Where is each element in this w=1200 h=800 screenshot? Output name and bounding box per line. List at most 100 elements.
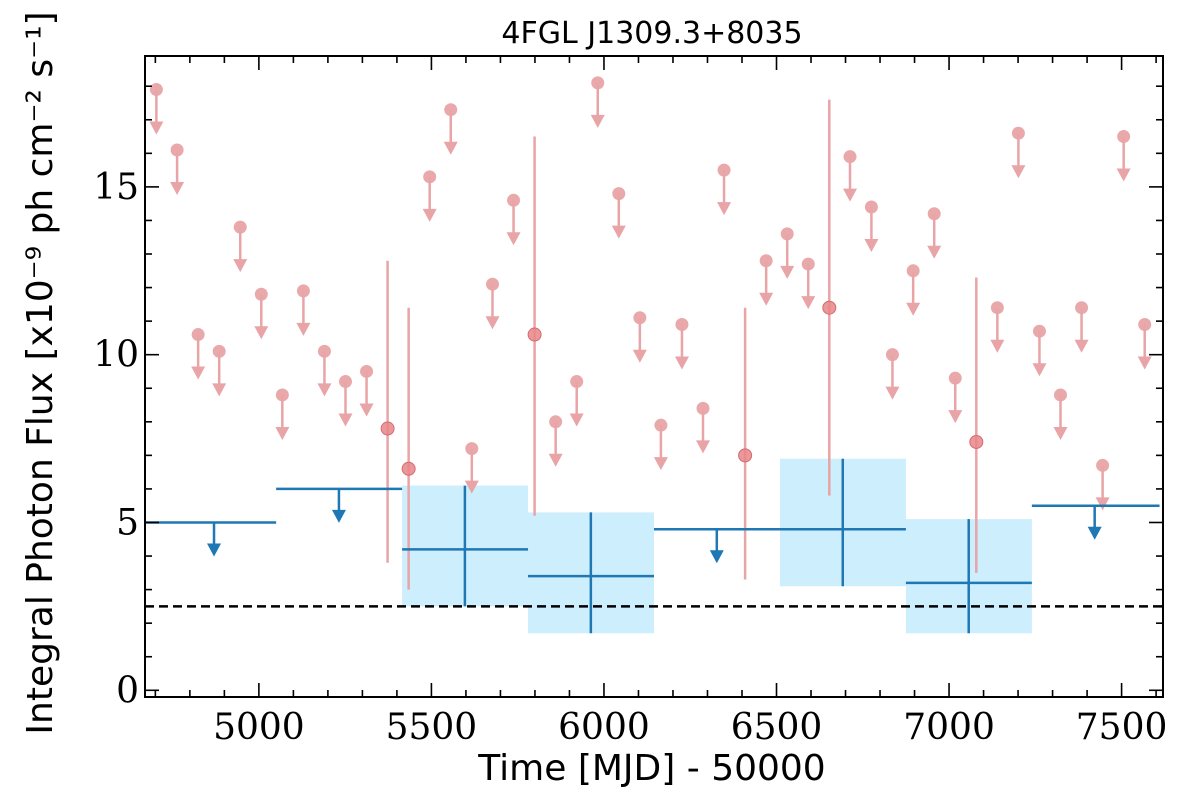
upper-limit-point xyxy=(885,348,900,400)
detection-point xyxy=(822,99,837,496)
upper-limit-arrowhead xyxy=(485,316,500,330)
upper-limit-marker xyxy=(254,287,268,301)
upper-limit-marker xyxy=(1117,130,1131,144)
upper-limit-marker xyxy=(570,375,584,389)
coarse-bin-detection xyxy=(402,485,529,607)
plot-frame xyxy=(144,55,1164,698)
upper-limit-marker xyxy=(759,254,773,268)
coarse-bin-upper-limit xyxy=(1031,504,1160,540)
upper-limit-arrowhead xyxy=(170,181,185,195)
upper-limit-point xyxy=(485,277,500,330)
x-tick-label: 6000 xyxy=(558,707,650,748)
upper-limit-marker xyxy=(423,170,437,184)
upper-limit-arrowhead xyxy=(359,403,374,417)
x-axis-label: Time [MJD] - 50000 xyxy=(477,748,825,789)
upper-limit-point xyxy=(317,344,332,397)
upper-limit-arrowhead xyxy=(212,383,227,397)
upper-limit-point xyxy=(1095,458,1110,511)
upper-limit-arrowhead xyxy=(885,386,900,400)
x-tick-label: 6500 xyxy=(731,707,823,748)
x-tick-label: 7000 xyxy=(903,707,995,748)
upper-limit-arrowhead xyxy=(1074,339,1089,353)
upper-limit-marker xyxy=(1075,301,1089,315)
upper-limit-marker xyxy=(675,317,689,331)
upper-limit-arrowhead xyxy=(927,245,942,259)
upper-limit-marker xyxy=(317,344,331,358)
upper-limit-marker xyxy=(864,200,878,214)
coarse-bin-arrowhead xyxy=(709,550,724,564)
upper-limit-arrowhead xyxy=(632,349,647,363)
upper-limit-point xyxy=(1032,324,1047,377)
upper-limit-arrowhead xyxy=(780,265,795,279)
upper-limit-marker xyxy=(191,328,205,342)
upper-limit-point xyxy=(359,364,374,417)
x-tick-label: 5500 xyxy=(386,707,478,748)
upper-limit-point xyxy=(464,442,479,494)
upper-limit-marker xyxy=(927,207,941,221)
y-tick-label: 15 xyxy=(93,167,139,208)
upper-limit-point xyxy=(212,344,227,397)
upper-limit-point xyxy=(275,388,290,440)
upper-limit-point xyxy=(780,227,795,279)
upper-limit-marker xyxy=(275,388,289,402)
upper-limit-arrowhead xyxy=(864,239,879,253)
upper-limit-arrowhead xyxy=(569,413,584,427)
upper-limit-marker xyxy=(633,311,647,325)
upper-limit-marker xyxy=(170,143,184,157)
upper-limit-point xyxy=(611,187,626,239)
upper-limit-marker xyxy=(233,220,247,234)
upper-limit-arrowhead xyxy=(843,188,858,202)
coarse-bin-upper-limit xyxy=(145,521,277,557)
upper-limit-arrowhead xyxy=(422,208,437,222)
upper-limit-point xyxy=(590,76,605,128)
upper-limit-marker xyxy=(1011,126,1025,140)
upper-limit-arrowhead xyxy=(1011,165,1026,179)
upper-limit-arrowhead xyxy=(548,453,563,467)
upper-limit-arrowhead xyxy=(1137,356,1152,370)
upper-limit-arrowhead xyxy=(1116,168,1131,182)
detection-point xyxy=(738,307,753,580)
upper-limit-point xyxy=(233,220,248,273)
upper-limit-point xyxy=(1137,317,1152,370)
upper-limit-arrowhead xyxy=(906,302,921,316)
upper-limit-arrowhead xyxy=(275,426,290,440)
detection-marker xyxy=(401,461,416,476)
upper-limit-arrowhead xyxy=(759,292,774,306)
detection-point xyxy=(969,277,984,573)
upper-limit-arrowhead xyxy=(1095,497,1110,511)
upper-limit-point xyxy=(170,143,185,195)
upper-limit-marker xyxy=(444,103,458,117)
y-tick-label: 0 xyxy=(116,670,139,711)
upper-limit-marker xyxy=(612,187,626,201)
upper-limit-point xyxy=(927,207,942,259)
coarse-bin-arrowhead xyxy=(207,543,222,557)
upper-limit-point xyxy=(801,257,816,310)
upper-limit-arrowhead xyxy=(696,440,711,454)
upper-limit-marker xyxy=(1054,388,1068,402)
upper-limit-marker xyxy=(338,375,352,389)
upper-limit-point xyxy=(674,317,689,370)
upper-limit-arrowhead xyxy=(254,326,269,340)
upper-limit-marker xyxy=(149,83,163,97)
upper-limit-arrowhead xyxy=(338,413,353,427)
coarse-bin-detection xyxy=(905,519,1032,634)
upper-limit-marker xyxy=(212,344,226,358)
upper-limit-marker xyxy=(990,301,1004,315)
upper-limit-arrowhead xyxy=(948,410,963,424)
upper-limit-point xyxy=(843,150,858,202)
detection-point xyxy=(401,307,416,590)
detection-marker xyxy=(380,421,395,436)
upper-limit-marker xyxy=(885,348,899,362)
upper-limit-marker xyxy=(1096,458,1110,472)
detection-marker xyxy=(738,448,753,463)
upper-limit-arrowhead xyxy=(653,457,668,471)
upper-limit-point xyxy=(443,103,458,155)
coarse-bin-upper-limit xyxy=(654,527,780,564)
upper-limit-point xyxy=(191,328,206,380)
upper-limit-point xyxy=(948,371,963,424)
upper-limit-marker xyxy=(717,163,731,177)
detection-marker xyxy=(969,434,984,449)
upper-limit-marker xyxy=(465,442,479,456)
upper-limit-point xyxy=(149,83,164,135)
